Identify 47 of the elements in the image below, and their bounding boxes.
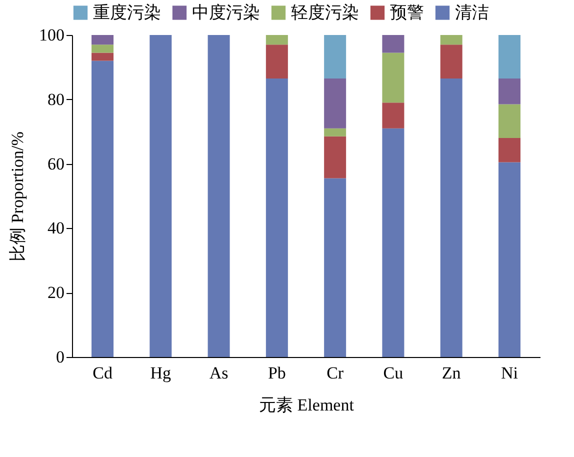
bar	[382, 102, 404, 128]
legend-label: 清洁	[455, 2, 489, 22]
x-tick-label: Zn	[442, 364, 462, 382]
y-tick-label: 0	[56, 348, 64, 366]
x-tick-label: Cd	[92, 364, 113, 382]
y-tick-label: 60	[48, 154, 64, 174]
bar	[324, 35, 346, 78]
bar	[498, 162, 520, 357]
bar	[324, 178, 346, 357]
x-axis-title: 元素 Element	[259, 396, 354, 414]
bar	[150, 35, 172, 357]
x-tick-label: Pb	[268, 364, 286, 382]
bar	[440, 35, 462, 45]
bar	[440, 44, 462, 78]
bar	[498, 138, 520, 162]
bar	[498, 78, 520, 104]
y-tick-label: 20	[48, 283, 64, 302]
bar	[498, 35, 520, 78]
bar	[266, 44, 288, 78]
bar	[92, 35, 114, 45]
bar	[498, 104, 520, 138]
legend-label: 重度污染	[93, 2, 161, 22]
y-tick-label: 80	[48, 90, 64, 109]
bar	[324, 128, 346, 136]
bar	[266, 35, 288, 45]
legend-label: 预警	[390, 2, 424, 22]
bar	[324, 136, 346, 178]
bar	[382, 128, 404, 357]
x-tick-label: Cr	[326, 364, 344, 382]
x-tick-label: Cu	[383, 364, 404, 382]
legend-label: 轻度污染	[291, 2, 359, 22]
bar	[208, 35, 230, 357]
bar	[266, 78, 288, 357]
bar	[92, 60, 114, 357]
y-axis-title: 比例 Proportion/%	[8, 132, 27, 262]
y-tick-label: 40	[48, 218, 64, 238]
bar	[92, 44, 114, 53]
bar	[440, 78, 462, 357]
x-tick-label: Ni	[500, 364, 518, 382]
bar	[382, 52, 404, 103]
bar	[92, 52, 114, 61]
bar	[324, 78, 346, 128]
x-tick-label: Hg	[150, 364, 172, 382]
x-tick-label: As	[209, 364, 228, 382]
bar	[382, 35, 404, 53]
y-tick-label: 100	[39, 26, 64, 44]
legend-label: 中度污染	[192, 2, 260, 22]
